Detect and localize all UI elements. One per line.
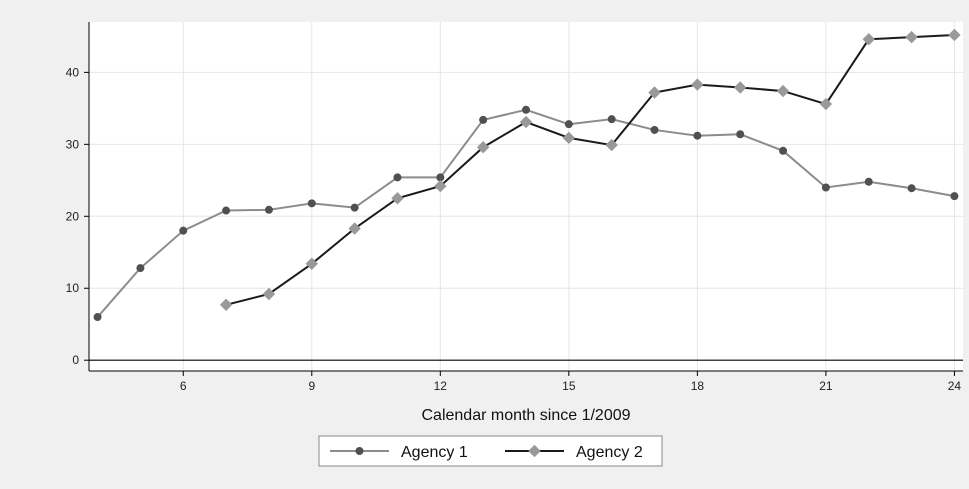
y-tick-label: 20 [66,209,80,223]
agency-1-point [179,226,188,235]
agency-1-point [907,184,916,193]
agency-1-point [693,131,702,140]
agency-1-point [136,264,145,273]
agency-1-point [436,173,445,182]
x-axis-title: Calendar month since 1/2009 [421,407,630,424]
agency-1-point [607,115,616,124]
agency-2-point [776,84,790,98]
x-tick-label: 18 [691,379,705,393]
legend-label: Agency 2 [576,444,643,461]
agency-1-point [307,199,316,208]
agency-2-point [519,115,533,129]
legend-swatch-marker [355,447,364,455]
agency-2-point [605,138,618,152]
agency-2-point [262,287,276,301]
agency-2-point [348,222,361,235]
agency-1-point [393,173,402,182]
agency-1-point [736,130,745,139]
x-tick-label: 12 [434,379,448,393]
x-tick-label: 15 [562,379,576,393]
agency-2-line [225,33,955,306]
agency-1-point [821,183,830,192]
agency-1-point [522,105,530,114]
legend-item-agency-2: Agency 2 [505,444,643,461]
plot-area [89,22,963,371]
y-tick-label: 40 [66,65,80,79]
agency-1-point [564,120,573,129]
agency-2-point [219,298,233,312]
agency-2-series [219,28,961,312]
agency-2-point [819,97,833,111]
agency-2-point [476,141,490,154]
y-tick-label: 0 [72,353,79,367]
x-tick-label: 24 [948,379,962,393]
agency-2-point [862,33,875,46]
legend-label: Agency 1 [401,444,468,461]
legend-item-agency-1: Agency 1 [330,444,468,461]
agency-1-point [950,192,959,201]
agency-2-point [648,86,661,99]
agency-1-point [479,115,488,124]
y-tick-label: 10 [66,281,80,295]
agency-1-point [93,313,102,322]
agency-2-point [948,28,961,42]
agency-2-point [391,192,404,205]
agency-2-point [305,257,318,270]
y-tick-label: 30 [66,137,80,151]
x-tick-label: 6 [180,379,187,393]
agency-1-point [222,206,231,215]
agency-2-point [734,81,747,94]
agency-1-series [93,105,959,322]
legend: Agency 1 Agency 2 [318,435,663,467]
x-tick-label: 9 [308,379,315,393]
axes: 6 9 12 15 18 21 24 0 10 20 30 40 [66,22,963,393]
agency-1-point [650,125,659,134]
agency-2-point [905,30,918,44]
agency-1-point [864,177,873,186]
agency-2-point [691,78,704,91]
agency-1-point [350,203,359,212]
agency-1-point [779,146,788,155]
agency-2-point [562,131,576,145]
series-layer [93,28,961,322]
agency-1-point [264,205,273,214]
grid-lines [89,22,963,371]
agency-2-point [434,179,447,193]
x-tick-label: 21 [819,379,833,393]
legend-swatch-marker [528,444,541,458]
